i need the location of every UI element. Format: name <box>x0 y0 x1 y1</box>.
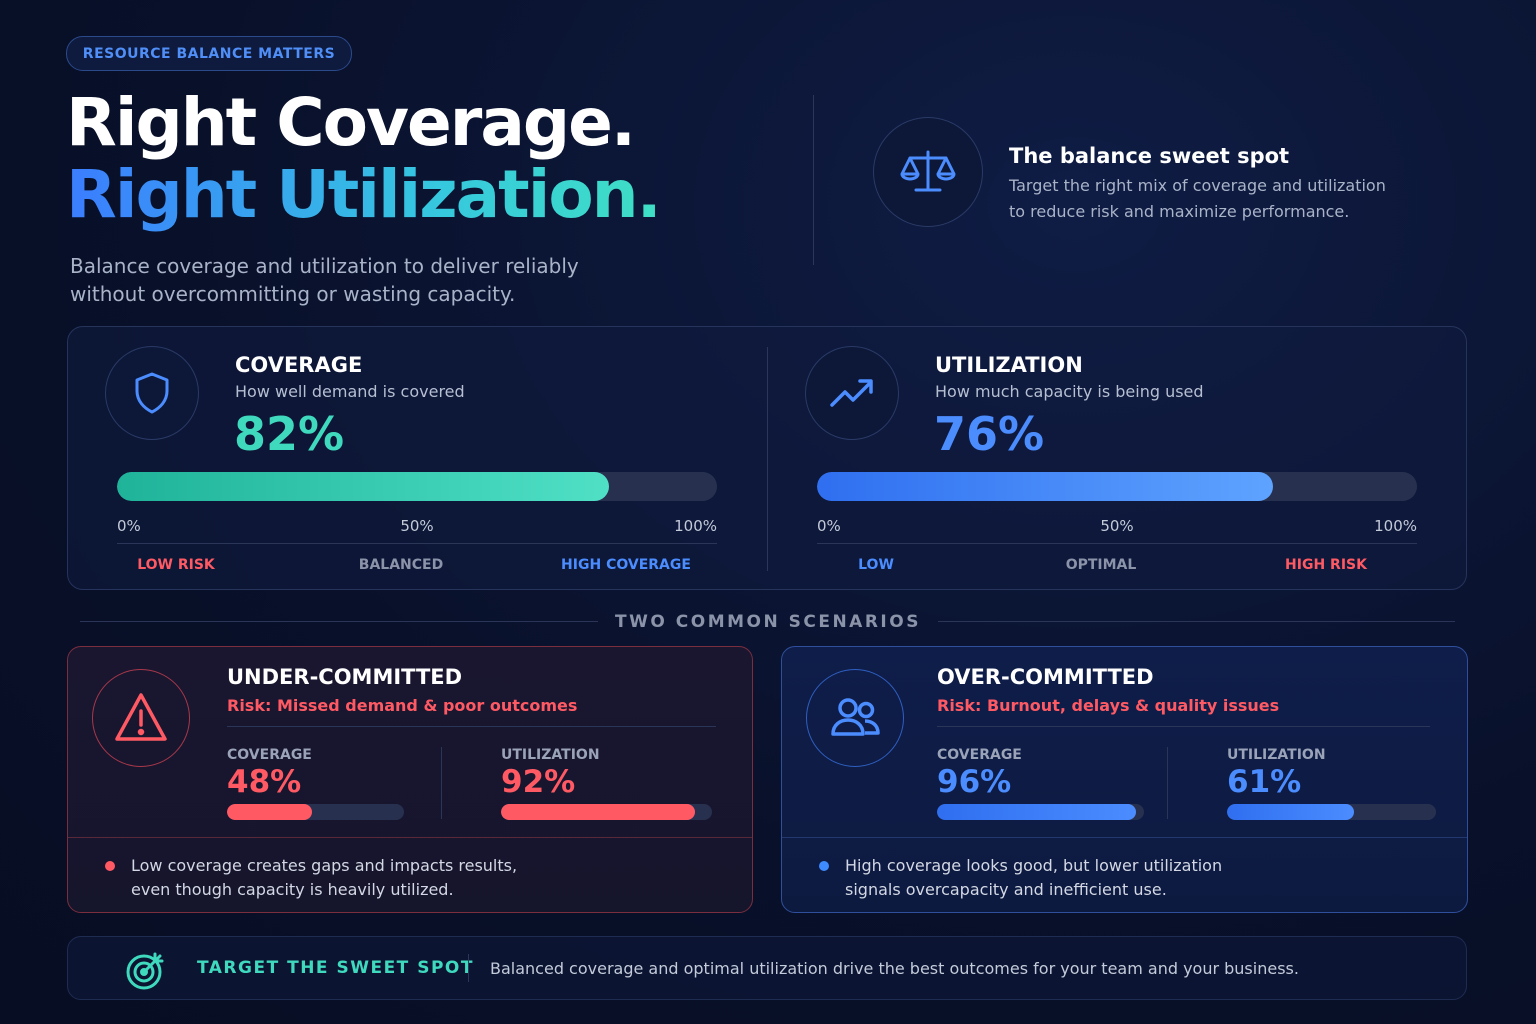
meter-value: 61% <box>1227 764 1302 800</box>
divider <box>468 954 469 982</box>
scenario-risk: Risk: Burnout, delays & quality issues <box>937 696 1280 715</box>
zone-label: LOW RISK <box>137 557 215 573</box>
metric: UTILIZATION How much capacity is being us… <box>768 327 1468 589</box>
separator <box>782 837 1467 838</box>
metric-value: 82% <box>234 407 345 461</box>
bar-track <box>501 804 712 820</box>
note: Low coverage creates gaps and impacts re… <box>131 856 518 875</box>
meter-value: 92% <box>501 764 576 800</box>
title-line: Right Coverage. <box>66 84 636 161</box>
note: even though capacity is heavily utilized… <box>131 880 454 899</box>
rule <box>817 543 1417 544</box>
metric: COVERAGE How well demand is covered 82% 0% 5… <box>68 327 768 589</box>
meter-label: COVERAGE <box>937 747 1022 763</box>
footer: TARGET THE SWEET SPOT Balanced coverage … <box>67 936 1467 1000</box>
meter-label: UTILIZATION <box>1227 747 1326 763</box>
subtitle: Balance coverage and utilization to deli… <box>70 254 579 278</box>
badge: RESOURCE BALANCE MATTERS <box>66 36 352 71</box>
scenario-card: UNDER-COMMITTED Risk: Missed demand & poo… <box>67 646 753 913</box>
metric-title: UTILIZATION <box>935 353 1083 377</box>
divider <box>767 347 768 571</box>
meter-value: 48% <box>227 764 302 800</box>
divider <box>1167 747 1168 819</box>
metric-icon <box>105 346 199 440</box>
tick-label: 50% <box>400 517 434 535</box>
rule <box>80 621 598 622</box>
scenario-title: OVER-COMMITTED <box>937 665 1154 689</box>
rule <box>117 543 717 544</box>
rule <box>937 726 1430 727</box>
rule <box>227 726 716 727</box>
sweet-text: Target the right mix of coverage and uti… <box>1009 176 1386 195</box>
target-icon <box>126 952 164 990</box>
metric-subtitle: How well demand is covered <box>235 382 465 401</box>
meter-value: 96% <box>937 764 1012 800</box>
separator <box>68 837 752 838</box>
sweet-title: The balance sweet spot <box>1009 144 1290 168</box>
meter-label: UTILIZATION <box>501 747 600 763</box>
bar <box>117 472 609 501</box>
tick-label: 0% <box>117 517 141 535</box>
footer-text: Balanced coverage and optimal utilizatio… <box>490 959 1299 978</box>
scenario-card: OVER-COMMITTED Risk: Burnout, delays & qu… <box>781 646 1468 913</box>
metric-title: COVERAGE <box>235 353 363 377</box>
note: signals overcapacity and inefficient use… <box>845 880 1167 899</box>
metric-icon <box>805 346 899 440</box>
bar-track <box>227 804 404 820</box>
bar-track <box>937 804 1144 820</box>
meter-label: COVERAGE <box>227 747 312 763</box>
zone-label: HIGH RISK <box>1285 557 1367 573</box>
scenario-title: UNDER-COMMITTED <box>227 665 463 689</box>
bar-track <box>117 472 717 501</box>
scenario-icon <box>806 669 904 767</box>
note: High coverage looks good, but lower util… <box>845 856 1223 875</box>
divider <box>813 95 814 265</box>
rule <box>938 621 1455 622</box>
zone-label: HIGH COVERAGE <box>561 557 691 573</box>
scenario-risk: Risk: Missed demand & poor outcomes <box>227 696 578 715</box>
bar <box>227 804 312 820</box>
metric-value: 76% <box>934 407 1045 461</box>
subtitle: without overcommitting or wasting capaci… <box>70 282 516 306</box>
bar-track <box>817 472 1417 501</box>
tick-label: 50% <box>1100 517 1134 535</box>
zone-label: BALANCED <box>358 557 444 573</box>
sweet-text: to reduce risk and maximize performance. <box>1009 202 1350 221</box>
divider <box>441 747 442 819</box>
scenario-icon <box>92 669 190 767</box>
footer-label: TARGET THE SWEET SPOT <box>197 958 474 978</box>
title-line: Right Utilization. <box>66 156 662 233</box>
bar <box>501 804 696 820</box>
bar-track <box>1227 804 1436 820</box>
bar <box>817 472 1273 501</box>
tick-label: 100% <box>674 517 717 535</box>
scale-icon <box>873 117 983 227</box>
icon <box>900 150 956 192</box>
bullet <box>819 861 829 871</box>
zone-label: OPTIMAL <box>1065 557 1137 573</box>
bullet <box>105 861 115 871</box>
zone-label: LOW <box>858 557 894 573</box>
tick-label: 0% <box>817 517 841 535</box>
bar <box>1227 804 1355 820</box>
metric-subtitle: How much capacity is being used <box>935 382 1204 401</box>
metrics-panel: COVERAGE How well demand is covered 82% 0% 5… <box>67 326 1467 590</box>
tick-label: 100% <box>1374 517 1417 535</box>
section-heading: TWO COMMON SCENARIOS <box>615 612 921 632</box>
bar <box>937 804 1136 820</box>
